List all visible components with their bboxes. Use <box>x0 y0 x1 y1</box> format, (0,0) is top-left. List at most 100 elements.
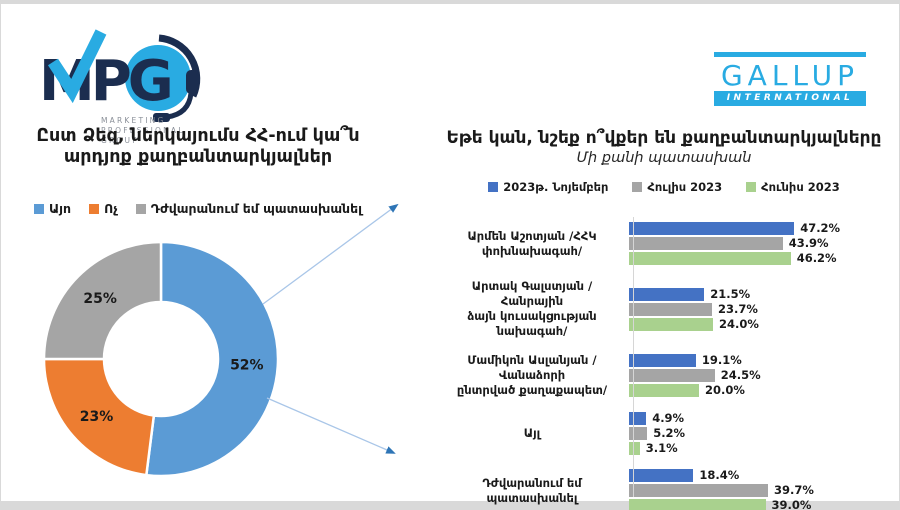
bar-2-cat-2 <box>629 384 699 397</box>
bar-0-cat-4 <box>629 469 694 482</box>
bar-value-label: 23.7% <box>718 301 758 316</box>
mpg-circle <box>125 45 191 111</box>
bar-group-0: Արմեն Աշոտյան /ՀՀԿ փոխնախագահ/47.2% 43.9% 4… <box>444 222 894 265</box>
legend-item-june: Հունիս 2023 <box>746 180 840 194</box>
legend-swatch-july <box>632 182 643 192</box>
legend-label-july: Հուլիս 2023 <box>647 180 723 194</box>
legend-label-november: 2023թ. Նոյեմբեր <box>503 180 609 194</box>
bar-line: 5.2% <box>629 427 894 440</box>
bar-1-cat-4 <box>629 484 768 497</box>
bar-line: 43.9% <box>629 237 894 250</box>
bar-group-bars: 19.1% 24.5% 20.0% <box>627 354 894 397</box>
donut-chart-section: Ըստ Ձեզ, ներկայումս ՀՀ-ում կա՞ն արդյոք քա… <box>13 126 383 216</box>
bar-category-label: Մամիկոն Ասլանյան / Վանաձորի ընտրված քաղաք… <box>456 353 608 397</box>
bar-group-bars: 18.4% 39.7% 39.0% <box>627 469 894 510</box>
headset-mic-boom-icon <box>166 92 194 120</box>
bar-group-3: Այլ 4.9% 5.2% 3.1% <box>444 412 894 455</box>
bar-chart-section: Եթե կան, նշեք ո՞վքեր են քաղբանտարկյալներ… <box>444 128 884 194</box>
bar-0-cat-1 <box>629 287 705 301</box>
bar-value-label: 3.1% <box>645 441 678 455</box>
bar-1-cat-0 <box>629 237 783 250</box>
bar-line: 19.1% <box>629 354 894 367</box>
bar-category-label: Արտակ Գալստյան /Հանրային ձայն կուսակցությ… <box>467 279 597 338</box>
bar-line: 24.5% <box>629 369 894 382</box>
bar-chart: Արմեն Աշոտյան /ՀՀԿ փոխնախագահ/47.2% 43.9% 4… <box>444 217 894 510</box>
donut-svg: 52% 23% 25% <box>42 240 280 478</box>
donut-value-label: 23% <box>80 409 114 425</box>
donut-slice-1 <box>42 357 156 477</box>
donut-slice-0 <box>144 240 280 478</box>
bar-group-bars: 21.5% 23.7% 24.0% <box>627 286 894 331</box>
bar-value-label: 39.0% <box>771 498 812 510</box>
bar-line: 23.7% <box>629 301 894 316</box>
donut-value-label: 52% <box>230 357 264 373</box>
bar-line: 47.2% <box>629 222 894 235</box>
legend-swatch-no <box>89 203 100 214</box>
bar-chart-legend: 2023թ. Նոյեմբեր Հուլիս 2023 Հունիս 2023 <box>444 180 884 194</box>
bar-2-cat-0 <box>629 252 791 265</box>
bar-value-label: 20.0% <box>705 383 745 397</box>
gallup-international-bar: INTERNATIONAL <box>714 91 866 106</box>
bar-value-label: 4.9% <box>652 411 685 425</box>
bar-0-cat-3 <box>629 412 647 425</box>
headset-earpiece-icon <box>186 70 197 94</box>
bar-value-label: 43.9% <box>788 236 829 250</box>
legend-item-yes: Այո <box>34 201 71 216</box>
bar-value-label: 24.5% <box>720 368 761 382</box>
bar-2-cat-4 <box>629 499 766 510</box>
legend-swatch-june <box>746 182 757 192</box>
bar-2-cat-1 <box>629 317 713 331</box>
bar-2-cat-3 <box>629 442 640 455</box>
bar-line: 24.0% <box>629 316 894 331</box>
bar-1-cat-2 <box>629 369 715 382</box>
donut-chart-title: Ըստ Ձեզ, ներկայումս ՀՀ-ում կա՞ն արդյոք քա… <box>36 126 360 167</box>
bar-group-2: Մամիկոն Ասլանյան / Վանաձորի ընտրված քաղաք… <box>444 353 894 398</box>
bar-0-cat-0 <box>629 222 795 235</box>
bar-category-label: Այլ <box>523 426 541 440</box>
legend-item-july: Հուլիս 2023 <box>632 180 722 194</box>
bar-chart-subtitle: Մի քանի պատասխան <box>576 150 752 166</box>
legend-item-november: 2023թ. Նոյեմբեր <box>488 180 608 194</box>
gallup-name: GALLUP <box>720 59 860 92</box>
donut-slice-2 <box>42 240 163 361</box>
bar-value-label: 24.0% <box>719 316 759 331</box>
mpg-checkmark-icon <box>47 29 107 104</box>
legend-item-difficult: Դժվարանում եմ պատասխանել <box>135 201 362 216</box>
bar-line: 18.4% <box>629 469 894 482</box>
legend-swatch-november <box>488 182 499 192</box>
bar-value-label: 21.5% <box>710 286 751 301</box>
bar-category-label: Դժվարանում եմ պատասխանել <box>482 475 582 505</box>
bar-line: 46.2% <box>629 252 894 265</box>
bar-line: 39.0% <box>629 499 894 510</box>
legend-swatch-difficult <box>135 203 146 214</box>
bar-value-label: 19.1% <box>701 353 742 367</box>
bar-group-bars: 4.9% 5.2% 3.1% <box>627 412 894 455</box>
bar-line: 3.1% <box>629 442 894 455</box>
bar-groups: Արմեն Աշոտյան /ՀՀԿ փոխնախագահ/47.2% 43.9% 4… <box>444 222 894 510</box>
bar-value-label: 18.4% <box>699 468 740 482</box>
bar-category-label: Արմեն Աշոտյան /ՀՀԿ փոխնախագահ/ <box>467 228 597 258</box>
bar-line: 21.5% <box>629 286 894 301</box>
bar-line: 20.0% <box>629 384 894 397</box>
mpg-logo-subtext: MARKETING PROFESSIONAL GROUP <box>101 116 185 145</box>
bar-line: 39.7% <box>629 484 894 497</box>
donut-value-label: 25% <box>83 291 117 307</box>
bar-value-label: 47.2% <box>800 221 841 235</box>
donut-chart: 52% 23% 25% <box>36 234 286 484</box>
legend-label-yes: Այո <box>49 201 72 216</box>
headset-mic-icon <box>153 113 170 122</box>
bar-chart-title: Եթե կան, նշեք ո՞վքեր են քաղբանտարկյալներ… <box>446 128 882 148</box>
bottom-border-strip <box>1 501 899 510</box>
bar-line: 4.9% <box>629 412 894 425</box>
top-border-strip <box>1 0 899 4</box>
gallup-logo: GALLUP INTERNATIONAL <box>714 52 866 106</box>
legend-item-no: Ոչ <box>89 201 118 216</box>
gallup-top-bar <box>714 52 866 57</box>
bar-value-label: 5.2% <box>653 426 686 440</box>
arrow-to-bottom <box>266 397 396 454</box>
bar-group-4: Դժվարանում եմ պատասխանել 18.4% 39.7% 39.0% <box>444 469 894 510</box>
bar-value-label: 39.7% <box>774 483 814 497</box>
legend-label-june: Հունիս 2023 <box>761 180 840 194</box>
mpg-logo: MPG <box>37 24 222 132</box>
